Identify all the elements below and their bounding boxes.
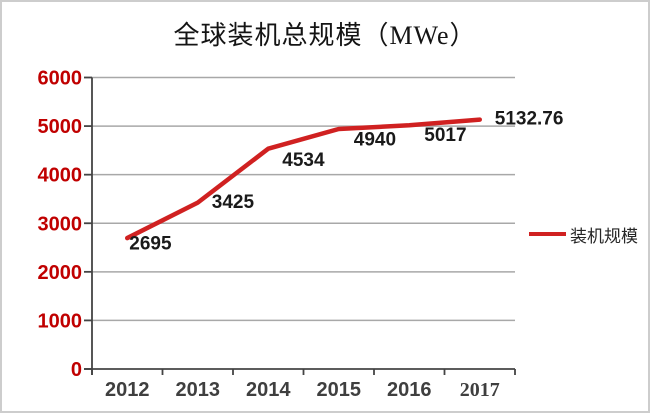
legend: 装机规模 (529, 223, 638, 246)
legend-series-label: 装机规模 (570, 226, 638, 246)
y-tick-label-0: 0 (71, 359, 82, 381)
y-tick-label-2000: 2000 (38, 262, 83, 284)
y-tick-label-1000: 1000 (38, 310, 83, 332)
data-label-4940: 4940 (354, 129, 396, 150)
x-tick-label-2016: 2016 (387, 379, 432, 401)
chart-title: 全球装机总规模（MWe） (173, 21, 477, 50)
x-tick-label-2017: 2017 (460, 379, 500, 401)
y-tick-label-3000: 3000 (38, 213, 83, 235)
data-label-5132.76: 5132.76 (495, 109, 564, 130)
x-tick-label-2012: 2012 (105, 379, 150, 401)
data-label-2695: 2695 (129, 234, 172, 255)
data-label-4534: 4534 (282, 150, 325, 171)
series-line (125, 117, 482, 241)
legend-line-swatch (529, 232, 566, 236)
data-label-5017: 5017 (424, 125, 466, 146)
y-tick-label-5000: 5000 (38, 116, 83, 138)
y-tick-label-6000: 6000 (38, 68, 83, 90)
x-tick-label-2014: 2014 (246, 379, 291, 401)
y-tick-label-4000: 4000 (38, 165, 83, 187)
x-tick-label-2015: 2015 (317, 379, 362, 401)
x-tick-label-2013: 2013 (176, 379, 221, 401)
data-label-3425: 3425 (212, 192, 255, 213)
